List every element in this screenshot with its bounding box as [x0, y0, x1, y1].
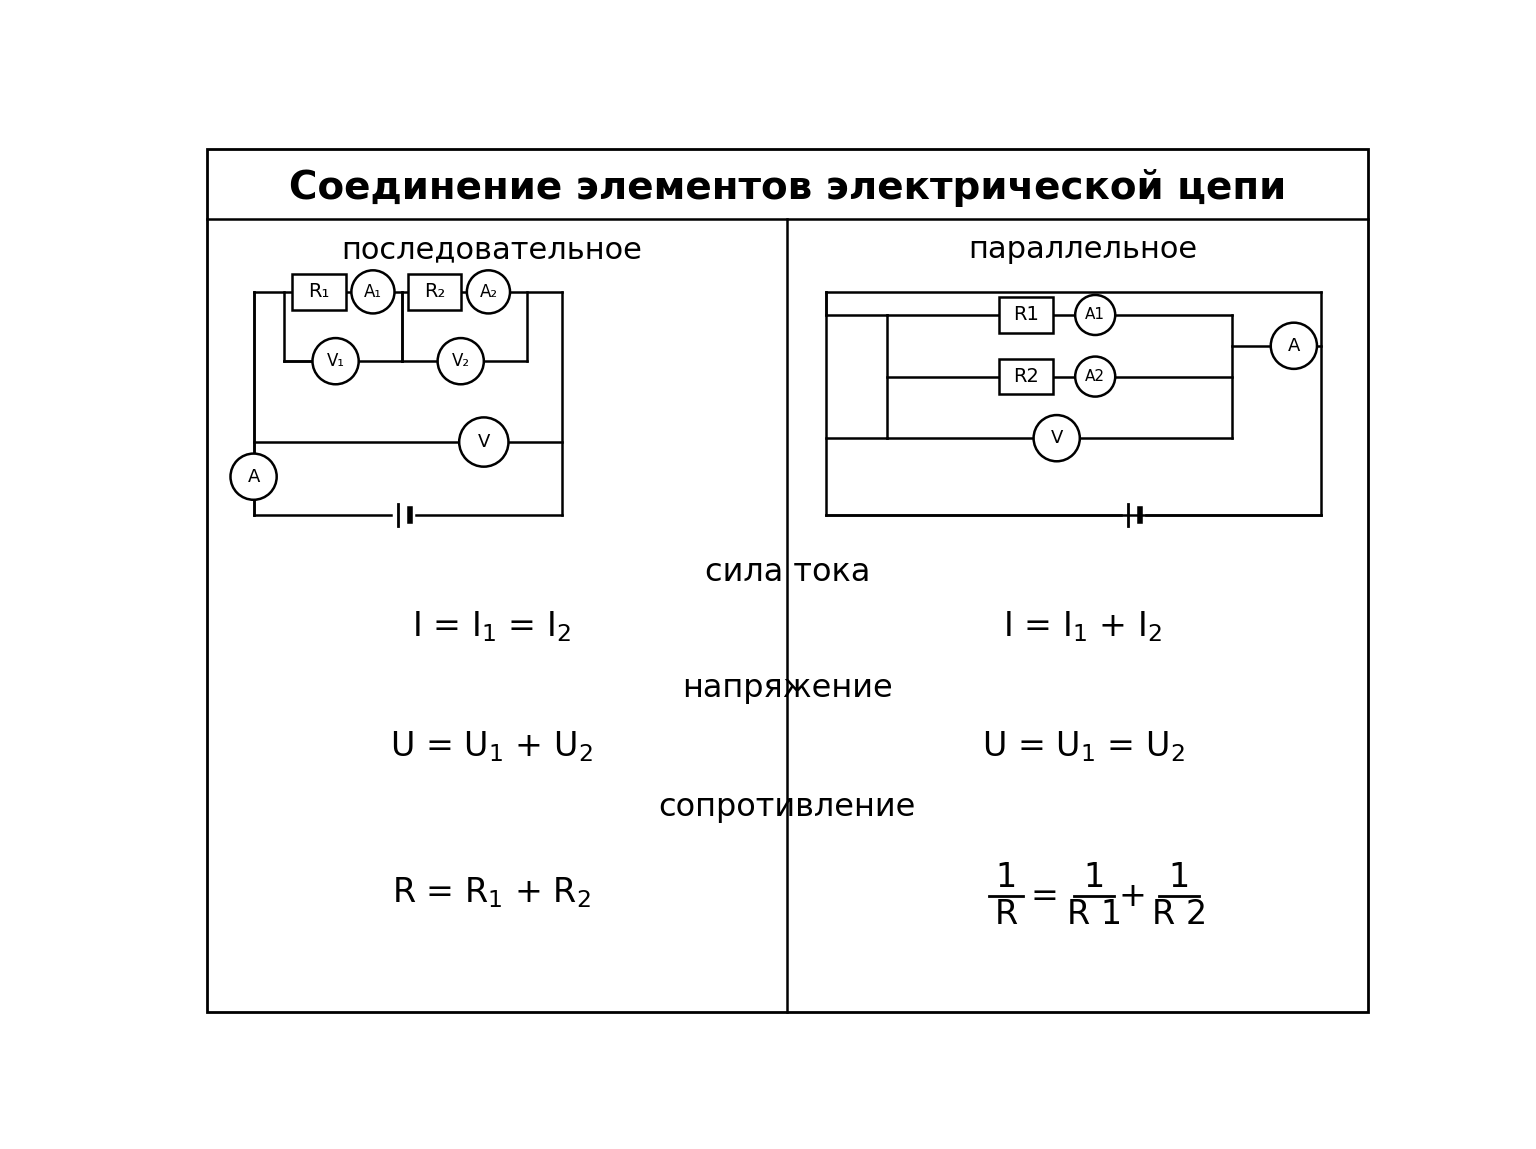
- Circle shape: [230, 454, 276, 500]
- Text: V: V: [478, 433, 490, 452]
- Text: A₂: A₂: [479, 283, 498, 301]
- Text: R 2: R 2: [1152, 897, 1207, 931]
- Text: R1: R1: [1012, 306, 1038, 324]
- Text: U = U$_1$ + U$_2$: U = U$_1$ + U$_2$: [390, 728, 593, 764]
- Text: 1: 1: [1169, 861, 1190, 894]
- Text: R₁: R₁: [309, 283, 330, 301]
- Text: последовательное: последовательное: [341, 236, 642, 264]
- Text: 1: 1: [995, 861, 1017, 894]
- Text: R2: R2: [1012, 367, 1038, 386]
- Circle shape: [1075, 356, 1115, 396]
- Bar: [998, 358, 1052, 394]
- Text: A: A: [1287, 337, 1299, 355]
- Text: сила тока: сила тока: [705, 557, 869, 588]
- Text: 1: 1: [1084, 861, 1104, 894]
- Circle shape: [312, 338, 359, 384]
- Text: A₁: A₁: [364, 283, 382, 301]
- Text: U = U$_1$ = U$_2$: U = U$_1$ = U$_2$: [982, 728, 1184, 764]
- Text: A1: A1: [1086, 308, 1106, 323]
- Text: V₁: V₁: [327, 353, 344, 370]
- Text: Соединение элементов электрической цепи: Соединение элементов электрической цепи: [289, 169, 1286, 207]
- Text: напряжение: напряжение: [682, 673, 892, 704]
- Text: R₂: R₂: [424, 283, 445, 301]
- Text: R: R: [994, 897, 1017, 931]
- Circle shape: [1075, 295, 1115, 336]
- Text: V: V: [1051, 430, 1063, 447]
- Circle shape: [459, 417, 508, 466]
- Text: сопротивление: сопротивление: [659, 793, 915, 824]
- Text: R 1: R 1: [1068, 897, 1121, 931]
- Circle shape: [352, 270, 395, 314]
- Circle shape: [467, 270, 510, 314]
- Text: R = R$_1$ + R$_2$: R = R$_1$ + R$_2$: [392, 876, 591, 910]
- Text: I = I$_1$ = I$_2$: I = I$_1$ = I$_2$: [412, 609, 571, 645]
- Bar: [407, 275, 461, 309]
- Text: I = I$_1$ + I$_2$: I = I$_1$ + I$_2$: [1003, 609, 1163, 645]
- Circle shape: [1270, 323, 1316, 369]
- Text: +: +: [1120, 880, 1147, 912]
- Text: =: =: [1031, 880, 1058, 912]
- Circle shape: [1034, 415, 1080, 461]
- Text: параллельное: параллельное: [968, 236, 1198, 264]
- Text: A: A: [247, 468, 260, 486]
- Text: A2: A2: [1086, 369, 1106, 384]
- Circle shape: [438, 338, 484, 384]
- Bar: [292, 275, 346, 309]
- Bar: [998, 298, 1052, 333]
- Text: V₂: V₂: [452, 353, 470, 370]
